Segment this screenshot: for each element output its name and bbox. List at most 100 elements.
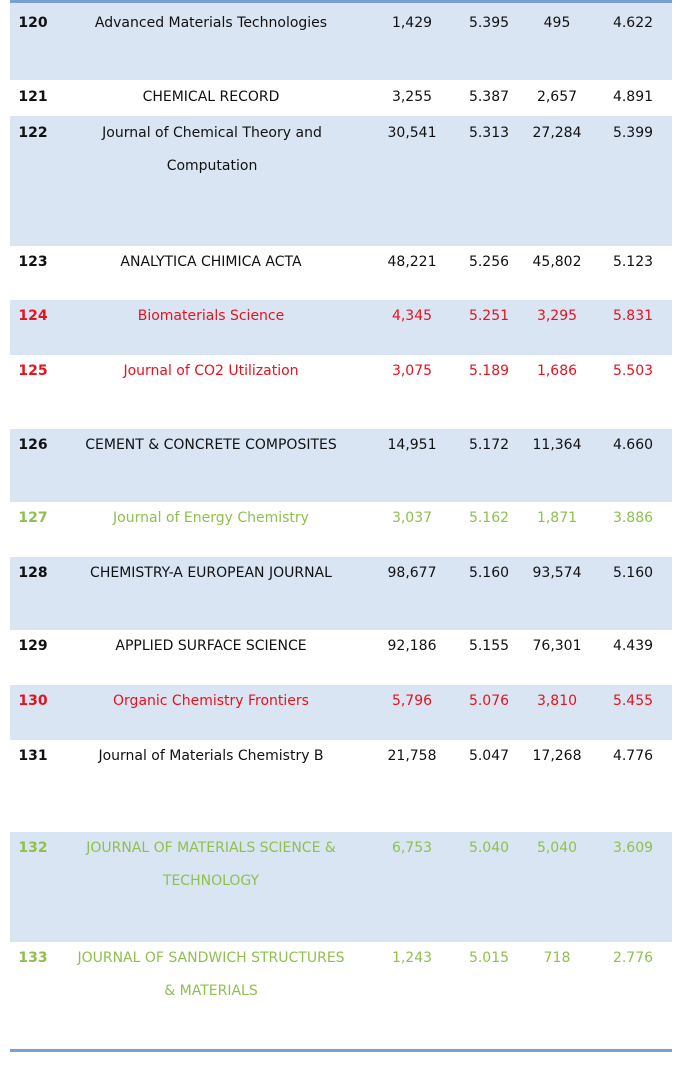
journal-title-cell: Journal of CO2 Utilization <box>123 363 299 379</box>
cites-excl-cell: 17,268 <box>532 748 582 764</box>
impact-factor-cell: 5.155 <box>468 638 510 654</box>
cites-excl-cell: 495 <box>543 15 571 31</box>
table-row: 131 Journal of Materials Chemistry B 21,… <box>10 740 672 832</box>
five-year-if-cell: 5.399 <box>612 125 654 141</box>
cites-excl-cell: 3,810 <box>536 693 578 709</box>
cites-excl-cell: 76,301 <box>532 638 582 654</box>
total-cites-cell: 4,345 <box>391 308 433 324</box>
table-row: 132 JOURNAL OF MATERIALS SCIENCE & TECHN… <box>10 832 672 942</box>
impact-factor-cell: 5.047 <box>468 748 510 764</box>
table-row: 130 Organic Chemistry Frontiers 5,796 5.… <box>10 685 672 740</box>
journal-title-cell: JOURNAL OF SANDWICH STRUCTURES & MATERIA… <box>77 950 345 999</box>
five-year-if-cell: 4.660 <box>612 437 654 453</box>
rank-cell: 123 <box>18 254 48 270</box>
rank-cell: 126 <box>18 437 48 453</box>
total-cites-cell: 1,243 <box>391 950 433 966</box>
impact-factor-cell: 5.040 <box>468 840 510 856</box>
five-year-if-cell: 4.439 <box>612 638 654 654</box>
table-row: 129 APPLIED SURFACE SCIENCE 92,186 5.155… <box>10 630 672 685</box>
five-year-if-cell: 3.609 <box>612 840 654 856</box>
cites-excl-cell: 3,295 <box>536 308 578 324</box>
impact-factor-cell: 5.256 <box>468 254 510 270</box>
journal-title-cell: Biomaterials Science <box>137 308 285 324</box>
table-row: 122 Journal of Chemical Theory and Compu… <box>10 116 672 246</box>
table-row: 128 CHEMISTRY-A EUROPEAN JOURNAL 98,677 … <box>10 557 672 630</box>
table-row: 126 CEMENT & CONCRETE COMPOSITES 14,951 … <box>10 429 672 502</box>
rank-cell: 133 <box>18 950 48 966</box>
journal-title-cell: ANALYTICA CHIMICA ACTA <box>120 254 302 270</box>
journal-title-cell: Journal of Materials Chemistry B <box>98 748 324 764</box>
table-row: 120 Advanced Materials Technologies 1,42… <box>10 3 672 80</box>
table-row: 133 JOURNAL OF SANDWICH STRUCTURES & MAT… <box>10 942 672 1047</box>
rank-cell: 130 <box>18 693 48 709</box>
cites-excl-cell: 45,802 <box>532 254 582 270</box>
rank-cell: 124 <box>18 308 48 324</box>
journal-title-cell: APPLIED SURFACE SCIENCE <box>115 638 307 654</box>
table-bottom-rule <box>10 1049 672 1052</box>
impact-factor-cell: 5.387 <box>468 89 510 105</box>
impact-factor-cell: 5.313 <box>468 125 510 141</box>
five-year-if-cell: 5.455 <box>612 693 654 709</box>
rank-cell: 128 <box>18 565 48 581</box>
rank-cell: 122 <box>18 125 48 141</box>
five-year-if-cell: 3.886 <box>612 510 654 526</box>
impact-factor-cell: 5.162 <box>468 510 510 526</box>
five-year-if-cell: 5.503 <box>612 363 654 379</box>
rank-cell: 131 <box>18 748 48 764</box>
cites-excl-cell: 27,284 <box>532 125 582 141</box>
cites-excl-cell: 1,871 <box>536 510 578 526</box>
impact-factor-cell: 5.076 <box>468 693 510 709</box>
total-cites-cell: 6,753 <box>391 840 433 856</box>
impact-factor-cell: 5.189 <box>468 363 510 379</box>
rank-cell: 129 <box>18 638 48 654</box>
journal-title-cell: Advanced Materials Technologies <box>94 15 328 31</box>
journal-title-cell: JOURNAL OF MATERIALS SCIENCE & TECHNOLOG… <box>86 840 336 889</box>
total-cites-cell: 3,037 <box>391 510 433 526</box>
five-year-if-cell: 4.622 <box>612 15 654 31</box>
cites-excl-cell: 5,040 <box>536 840 578 856</box>
rank-cell: 127 <box>18 510 48 526</box>
cites-excl-cell: 1,686 <box>536 363 578 379</box>
journal-title-cell: CEMENT & CONCRETE COMPOSITES <box>85 437 337 453</box>
impact-factor-cell: 5.160 <box>468 565 510 581</box>
total-cites-cell: 3,255 <box>391 89 433 105</box>
total-cites-cell: 3,075 <box>391 363 433 379</box>
table-row: 124 Biomaterials Science 4,345 5.251 3,2… <box>10 300 672 355</box>
total-cites-cell: 5,796 <box>391 693 433 709</box>
rank-cell: 132 <box>18 840 48 856</box>
total-cites-cell: 92,186 <box>387 638 437 654</box>
total-cites-cell: 30,541 <box>387 125 437 141</box>
five-year-if-cell: 5.123 <box>612 254 654 270</box>
total-cites-cell: 14,951 <box>387 437 437 453</box>
five-year-if-cell: 5.160 <box>612 565 654 581</box>
total-cites-cell: 48,221 <box>387 254 437 270</box>
cites-excl-cell: 2,657 <box>536 89 578 105</box>
rank-cell: 120 <box>18 15 48 31</box>
five-year-if-cell: 4.776 <box>612 748 654 764</box>
journal-title-cell: Journal of Energy Chemistry <box>113 510 309 526</box>
rank-cell: 121 <box>18 89 48 105</box>
table-row: 125 Journal of CO2 Utilization 3,075 5.1… <box>10 355 672 429</box>
table-top-rule <box>10 0 672 3</box>
table-row: 127 Journal of Energy Chemistry 3,037 5.… <box>10 502 672 557</box>
total-cites-cell: 21,758 <box>387 748 437 764</box>
rank-cell: 125 <box>18 363 48 379</box>
journal-title-cell: Organic Chemistry Frontiers <box>113 693 309 709</box>
five-year-if-cell: 4.891 <box>612 89 654 105</box>
journal-title-cell: CHEMICAL RECORD <box>142 89 280 105</box>
table-row: 121 CHEMICAL RECORD 3,255 5.387 2,657 4.… <box>10 80 672 116</box>
journal-title-cell: CHEMISTRY-A EUROPEAN JOURNAL <box>90 565 332 581</box>
journal-title-cell: Journal of Chemical Theory and Computati… <box>102 125 322 174</box>
total-cites-cell: 98,677 <box>387 565 437 581</box>
cites-excl-cell: 718 <box>543 950 571 966</box>
total-cites-cell: 1,429 <box>391 15 433 31</box>
impact-factor-cell: 5.251 <box>468 308 510 324</box>
table-row: 123 ANALYTICA CHIMICA ACTA 48,221 5.256 … <box>10 246 672 300</box>
impact-factor-cell: 5.172 <box>468 437 510 453</box>
impact-factor-cell: 5.015 <box>468 950 510 966</box>
cites-excl-cell: 11,364 <box>532 437 582 453</box>
impact-factor-cell: 5.395 <box>468 15 510 31</box>
five-year-if-cell: 2.776 <box>612 950 654 966</box>
five-year-if-cell: 5.831 <box>612 308 654 324</box>
cites-excl-cell: 93,574 <box>532 565 582 581</box>
